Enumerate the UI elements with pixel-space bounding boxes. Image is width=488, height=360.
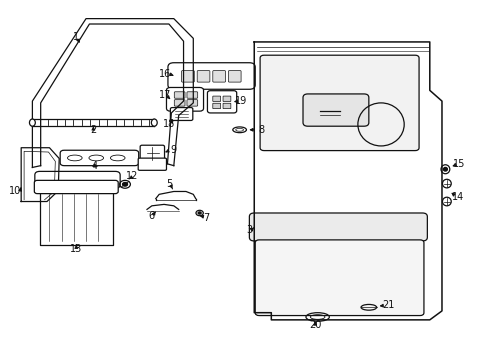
Text: 21: 21 [382,300,394,310]
Text: 3: 3 [246,225,252,235]
FancyBboxPatch shape [138,158,166,170]
FancyBboxPatch shape [170,108,192,121]
FancyBboxPatch shape [35,171,120,188]
FancyBboxPatch shape [34,180,118,194]
Ellipse shape [122,183,127,186]
FancyBboxPatch shape [255,240,423,316]
FancyBboxPatch shape [303,94,368,126]
FancyBboxPatch shape [249,213,427,241]
Text: 6: 6 [148,211,155,221]
Text: 12: 12 [126,171,138,181]
Text: 10: 10 [9,186,21,196]
Text: 1: 1 [73,32,79,41]
FancyBboxPatch shape [181,71,194,82]
Text: 17: 17 [159,90,171,100]
Text: 16: 16 [159,69,171,79]
FancyBboxPatch shape [186,100,197,106]
Text: 8: 8 [258,125,264,135]
FancyBboxPatch shape [207,91,236,113]
FancyBboxPatch shape [174,100,184,106]
FancyBboxPatch shape [223,103,230,109]
FancyBboxPatch shape [140,145,164,162]
Text: 5: 5 [165,179,172,189]
Text: 4: 4 [92,161,98,171]
FancyBboxPatch shape [212,96,220,102]
FancyBboxPatch shape [197,71,209,82]
Text: 19: 19 [234,96,247,106]
FancyBboxPatch shape [223,96,230,102]
Text: 2: 2 [90,125,96,135]
Ellipse shape [151,119,157,126]
Ellipse shape [29,119,35,126]
FancyBboxPatch shape [212,71,225,82]
Ellipse shape [198,212,201,214]
Text: 14: 14 [450,192,463,202]
Text: 9: 9 [170,144,177,154]
Text: 11: 11 [52,184,64,194]
FancyBboxPatch shape [186,92,197,98]
Text: 15: 15 [452,159,464,169]
FancyBboxPatch shape [167,63,255,89]
FancyBboxPatch shape [228,71,241,82]
FancyBboxPatch shape [260,55,418,150]
Ellipse shape [443,167,447,171]
Text: 13: 13 [70,244,82,254]
FancyBboxPatch shape [60,150,139,166]
Text: 18: 18 [163,119,175,129]
FancyBboxPatch shape [174,92,184,98]
Text: 7: 7 [203,213,209,222]
Text: 20: 20 [308,320,321,329]
FancyBboxPatch shape [212,103,220,109]
FancyBboxPatch shape [166,87,203,111]
